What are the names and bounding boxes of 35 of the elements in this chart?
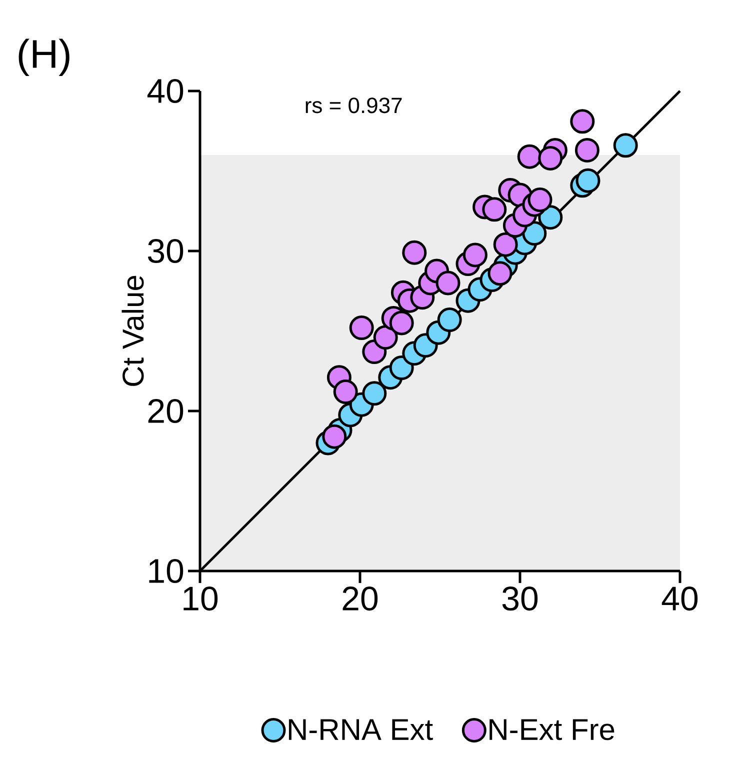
legend-label: N-Ext Fre [490,719,614,740]
point [389,356,414,380]
point [402,240,427,265]
y-axis-title: Ct Value [122,276,144,386]
point [349,316,374,340]
chart-title: (H) [18,38,70,76]
legend-label: N-RNA Ext [288,719,433,740]
point [436,270,460,296]
point [576,168,600,193]
y-tick-label: 10 [149,558,184,584]
point [373,325,398,350]
point [437,308,462,332]
point [570,109,595,134]
point [517,144,542,169]
x-tick-label: 30 [502,586,538,611]
x-tick-label: 20 [342,586,378,611]
point [613,133,638,158]
point [389,310,414,336]
point [482,197,507,222]
point [538,205,563,230]
point [362,381,387,406]
y-tick-label: 40 [147,78,184,104]
point [322,424,347,449]
point [574,138,600,162]
point [528,188,552,212]
point [538,146,563,170]
x-tick-label: 10 [184,586,218,611]
y-tick-label: 30 [148,238,184,264]
y-tick-label: 20 [148,398,184,424]
x-tick-label: 40 [662,586,698,611]
point [462,242,488,268]
point [333,380,358,404]
point [493,232,518,257]
point [488,261,512,286]
annotation: rs = 0.937 [306,98,402,114]
